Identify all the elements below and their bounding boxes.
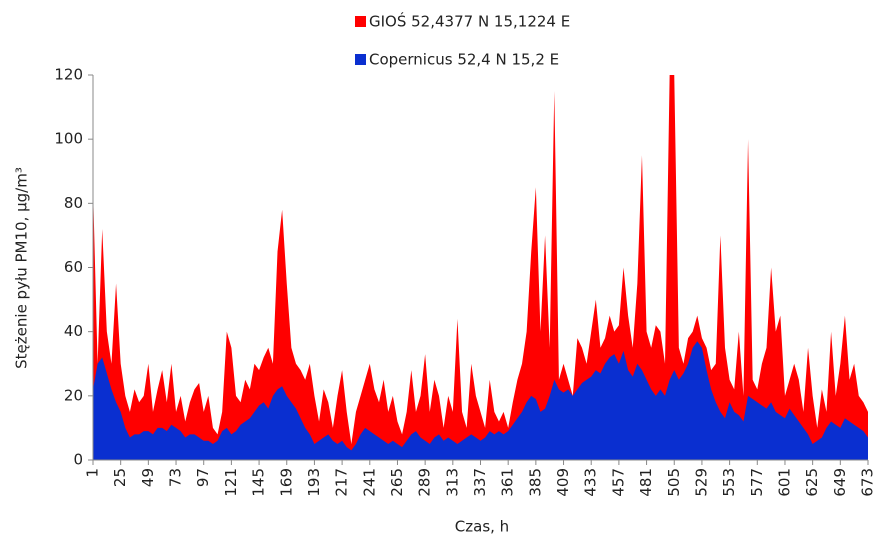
legend-label: GIOŚ 52,4377 N 15,1224 E	[369, 12, 570, 31]
y-tick-label: 100	[54, 130, 83, 148]
x-tick-label: 577	[748, 468, 766, 497]
area	[93, 341, 868, 460]
legend-label: Copernicus 52,4 N 15,2 E	[369, 51, 559, 69]
x-tick-label: 25	[111, 468, 129, 487]
y-axis-label: Stężenie pyłu PM10, µg/m³	[13, 167, 31, 369]
y-tick-label: 0	[73, 451, 83, 469]
x-tick-label: 553	[720, 468, 738, 497]
x-tick-label: 649	[831, 468, 849, 497]
x-tick-label: 73	[167, 468, 185, 487]
y-tick-label: 60	[64, 258, 83, 276]
x-tick-label: 529	[692, 468, 710, 497]
legend-swatch	[355, 16, 366, 27]
area	[93, 75, 868, 460]
x-tick-label: 385	[526, 468, 544, 497]
x-tick-label: 169	[277, 468, 295, 497]
x-tick-label: 313	[443, 468, 461, 497]
x-tick-label: 241	[360, 468, 378, 497]
x-tick-label: 625	[803, 468, 821, 497]
y-tick-label: 40	[64, 322, 83, 340]
x-tick-label: 481	[637, 468, 655, 497]
x-tick-label: 289	[416, 468, 434, 497]
x-tick-label: 505	[665, 468, 683, 497]
x-tick-label: 457	[609, 468, 627, 497]
x-tick-label: 361	[499, 468, 517, 497]
x-tick-label: 145	[250, 468, 268, 497]
legend-swatch	[355, 54, 366, 65]
y-tick-label: 80	[64, 194, 83, 212]
x-axis-label: Czas, h	[455, 518, 509, 536]
y-tick-label: 20	[64, 386, 83, 404]
x-tick-label: 409	[554, 468, 572, 497]
x-tick-label: 217	[333, 468, 351, 497]
x-tick-label: 433	[582, 468, 600, 497]
x-tick-label: 601	[775, 468, 793, 497]
x-tick-label: 49	[139, 468, 157, 487]
x-tick-label: 673	[859, 468, 873, 497]
x-tick-label: 193	[305, 468, 323, 497]
x-tick-label: 121	[222, 468, 240, 497]
x-tick-label: 265	[388, 468, 406, 497]
y-tick-label: 120	[54, 66, 83, 84]
x-tick-label: 97	[194, 468, 212, 487]
x-tick-label: 1	[84, 468, 102, 478]
x-tick-label: 337	[471, 468, 489, 497]
